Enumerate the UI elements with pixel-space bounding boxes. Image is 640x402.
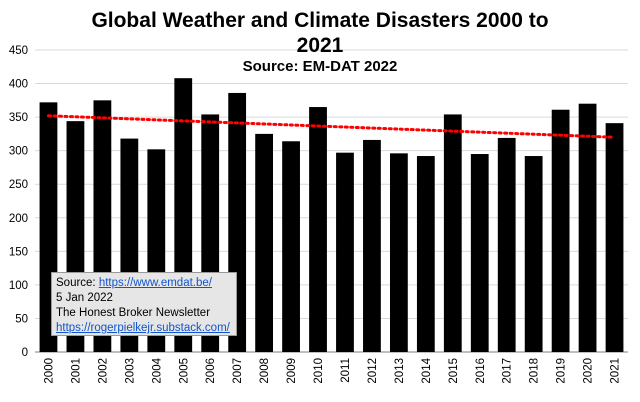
y-tick-label: 100 (9, 280, 28, 292)
source-line: Source: https://www.emdat.be/ (56, 276, 236, 291)
trendline (46, 114, 617, 139)
x-tick-label: 2021 (610, 358, 622, 384)
trend-line (46, 114, 617, 139)
x-tick-label: 2006 (205, 358, 217, 384)
bar-2017 (497, 137, 516, 352)
x-tick-label: 2004 (151, 357, 163, 383)
x-tick-label: 2001 (70, 358, 82, 384)
y-tick-label: 250 (9, 179, 28, 191)
x-tick-label: 2009 (286, 358, 298, 384)
y-tick-label: 200 (9, 213, 28, 225)
bar-2020 (578, 103, 597, 352)
x-tick-label: 2019 (556, 358, 568, 384)
chart-subtitle: Source: EM-DAT 2022 (242, 58, 398, 75)
source-label: Source: (56, 277, 99, 289)
bar-2013 (389, 153, 408, 352)
bar-2010 (309, 107, 327, 353)
bar-2021 (605, 123, 624, 352)
y-tick-label: 300 (9, 146, 28, 158)
x-tick-label: 2002 (97, 358, 109, 384)
bar-2019 (551, 109, 570, 353)
x-tick-label: 2000 (43, 358, 55, 384)
bar-2015 (443, 114, 462, 352)
y-tick-label: 0 (22, 347, 28, 359)
y-tick-label: 450 (9, 45, 28, 57)
y-tick-label: 50 (15, 313, 28, 325)
newsletter-line: The Honest Broker Newsletter (56, 307, 211, 319)
x-tick-label: 2016 (475, 358, 487, 384)
x-tick-label: 2018 (529, 358, 541, 384)
bar-2009 (282, 141, 300, 352)
x-tick-label: 2013 (394, 358, 406, 384)
y-tick-label: 350 (9, 112, 28, 124)
y-tick-label: 400 (9, 79, 28, 91)
source-annotation-box: Source: https://www.emdat.be/ 5 Jan 2022… (51, 272, 237, 336)
bar-2008 (255, 133, 274, 352)
x-tick-label: 2011 (340, 358, 352, 383)
bar-2016 (470, 154, 489, 352)
x-tick-label: 2008 (259, 358, 271, 384)
substack-link[interactable]: https://rogerpielkejr.substack.com/ (56, 322, 230, 334)
date-line: 5 Jan 2022 (56, 292, 113, 304)
x-tick-label: 2020 (583, 358, 595, 384)
bar-2014 (416, 156, 435, 352)
x-tick-label: 2015 (448, 358, 460, 384)
x-tick-label: 2007 (232, 358, 244, 384)
bar-2011 (336, 152, 354, 352)
x-tick-label: 2017 (502, 358, 514, 384)
emdat-link[interactable]: https://www.emdat.be/ (98, 277, 212, 289)
bar-2012 (363, 139, 381, 352)
chart-title-line-1: Global Weather and Climate Disasters 200… (91, 9, 549, 32)
x-tick-label: 2014 (421, 357, 433, 383)
bar-2018 (524, 156, 543, 352)
x-tick-label: 2012 (367, 358, 379, 384)
x-tick-label: 2010 (313, 358, 325, 384)
y-tick-label: 150 (9, 246, 28, 258)
x-tick-label: 2003 (124, 358, 136, 384)
x-tick-label: 2005 (178, 358, 190, 384)
axes: 0 50 100 150 200 250 300 350 400 450 2000 2001 2002 2… (9, 45, 622, 384)
chart-title-line-2: 2021 (296, 34, 344, 57)
